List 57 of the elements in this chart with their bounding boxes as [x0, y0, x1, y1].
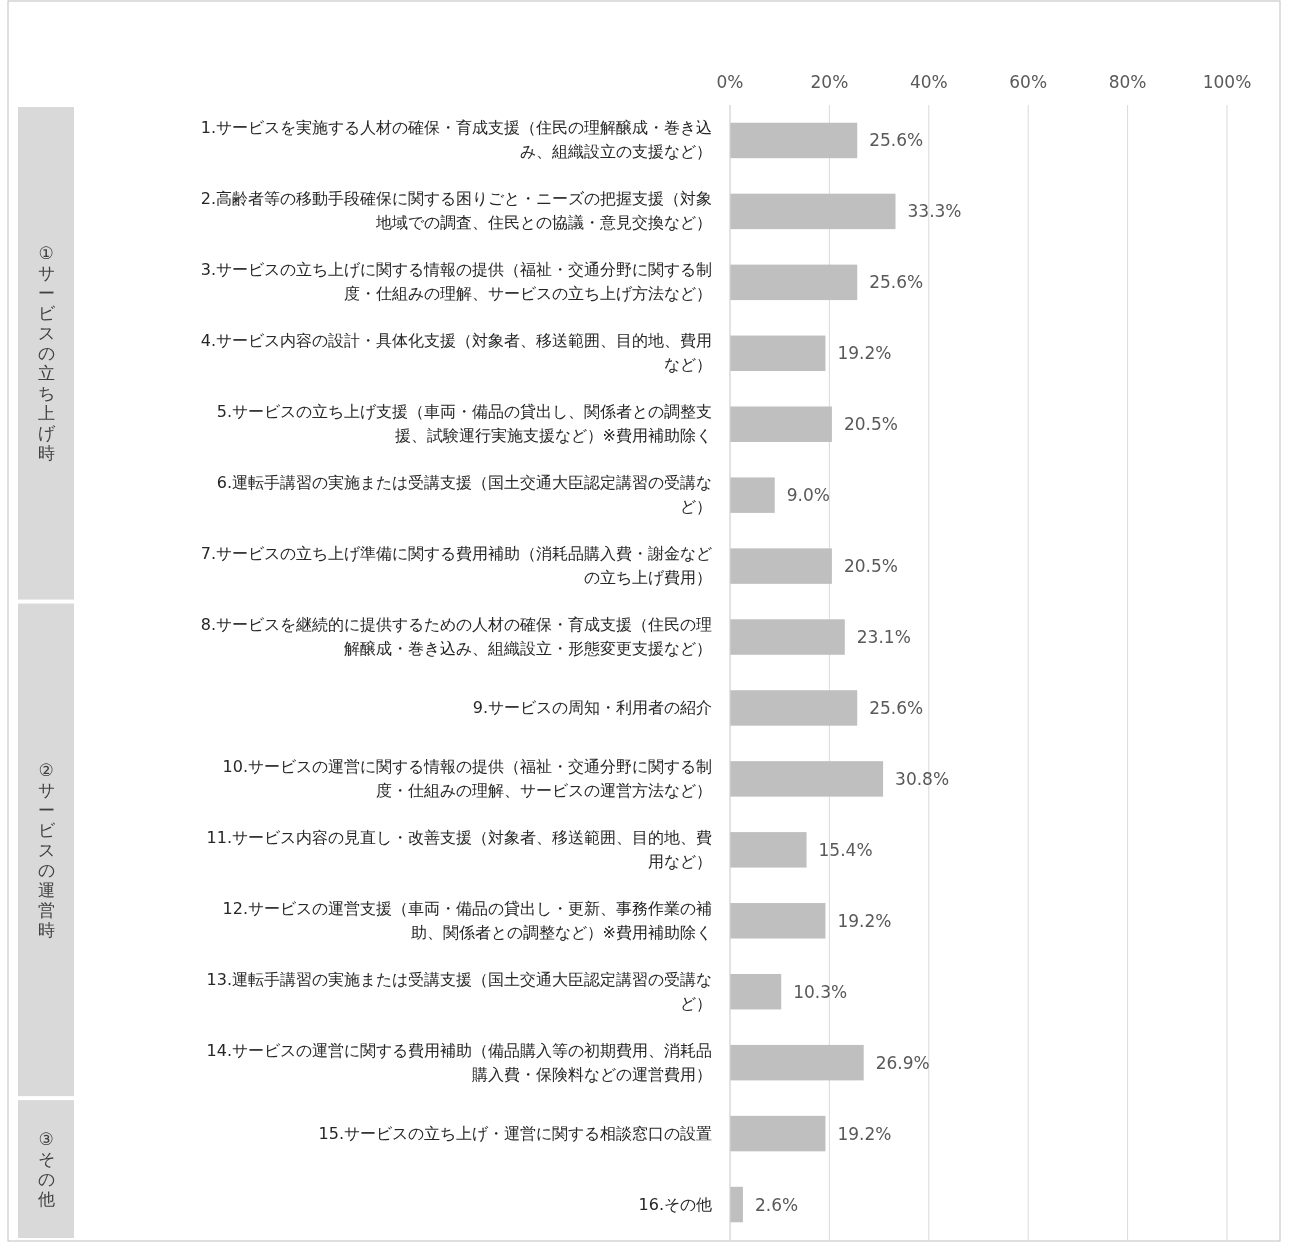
text: ③その他 — [37, 1129, 55, 1210]
data-label: 25.6% — [869, 697, 924, 718]
y-tick-label: 5.サービスの立ち上げ支援（車両・備品の貸出し、関係者との調整支援、試験運行実施支援など）※費用補助除く — [215, 401, 712, 448]
bar — [730, 761, 884, 797]
x-tick-label: 40% — [909, 72, 948, 92]
data-label: 25.6% — [869, 272, 924, 293]
x-tick-label: 100% — [1202, 72, 1252, 92]
x-tick-label: 0% — [716, 72, 744, 92]
x-tick-label: 60% — [1009, 72, 1048, 92]
y-tick-label: 1.サービスを実施する人材の確保・育成支援（住民の理解醸成・巻き込み、組織設立の支援など） — [199, 117, 712, 164]
bar — [730, 548, 832, 584]
bar — [730, 832, 807, 868]
bar — [730, 1044, 864, 1081]
y-tick-label: 8.サービスを継続的に提供するための人材の確保・育成支援（住民の理解醸成・巻き込み、組織設立・形態変更支援など） — [199, 614, 712, 661]
bar — [730, 973, 782, 1010]
bar — [730, 193, 896, 230]
y-tick-label: 16.その他 — [638, 1193, 712, 1216]
data-label: 20.5% — [843, 556, 898, 577]
bar — [730, 477, 775, 513]
data-label: 15.4% — [818, 839, 873, 860]
data-label: 19.2% — [837, 910, 892, 931]
x-tick-label: 20% — [810, 72, 849, 92]
y-tick-label: 13.運転手講習の実施または受講支援（国土交通大臣認定講習の受講など） — [205, 968, 712, 1015]
y-tick-label: 7.サービスの立ち上げ準備に関する費用補助（消耗品購入費・謝金などの立ち上げ費用） — [199, 543, 712, 590]
y-tick-label: 4.サービス内容の設計・具体化支援（対象者、移送範囲、目的地、費用など） — [199, 330, 712, 377]
data-label: 10.3% — [793, 981, 848, 1002]
data-label: 2.6% — [754, 1194, 799, 1215]
y-tick-label: 6.運転手講習の実施または受講支援（国土交通大臣認定講習の受講など） — [215, 472, 712, 519]
y-tick-label: 2.高齢者等の移動手段確保に関する困りごと・ニーズの把握支援（対象地域での調査、住民との協議・意見交換など） — [199, 188, 712, 235]
data-label: 20.5% — [843, 414, 898, 435]
bar — [730, 122, 858, 159]
y-tick-label: 14.サービスの運営に関する費用補助（備品購入等の初期費用、消耗品購入費・保険料などの運営費用） — [205, 1039, 712, 1086]
data-label: 19.2% — [837, 1123, 892, 1144]
data-label: 9.0% — [786, 485, 830, 506]
data-label: 23.1% — [856, 627, 911, 648]
y-tick-label: 10.サービスの運営に関する情報の提供（福祉・交通分野に関する制度・仕組みの理解、サービスの運営方法など） — [221, 755, 712, 802]
data-label: 19.2% — [837, 343, 892, 364]
y-tick-label: 15.サービスの立ち上げ・運営に関する相談窓口の設置 — [318, 1122, 712, 1145]
bar — [730, 690, 858, 726]
y-tick-label: 12.サービスの運営支援（車両・備品の貸出し・更新、事務作業の補助、関係者との調整など）※費用補助除く — [221, 897, 712, 944]
bar — [730, 619, 845, 655]
data-label: 30.8% — [895, 768, 950, 789]
x-tick-label: 80% — [1108, 72, 1147, 92]
text: ②サービスの運営時 — [37, 759, 55, 940]
bar — [730, 1186, 743, 1223]
data-label: 33.3% — [907, 201, 962, 222]
data-label: 25.6% — [869, 130, 924, 151]
bar — [730, 335, 826, 372]
y-tick-label: 11.サービス内容の見直し・改善支援（対象者、移送範囲、目的地、費用など） — [205, 826, 712, 873]
y-tick-label: 3.サービスの立ち上げに関する情報の提供（福祉・交通分野に関する制度・仕組みの理解、サービスの立ち上げ方法など） — [199, 259, 712, 306]
text: ①サービスの立ち上げ時 — [37, 243, 55, 464]
bar — [730, 264, 858, 301]
bar — [730, 406, 832, 442]
data-label: 26.9% — [875, 1052, 930, 1073]
bar — [730, 1115, 826, 1152]
y-tick-label: 9.サービスの周知・利用者の紹介 — [472, 696, 712, 719]
bar — [730, 903, 826, 939]
